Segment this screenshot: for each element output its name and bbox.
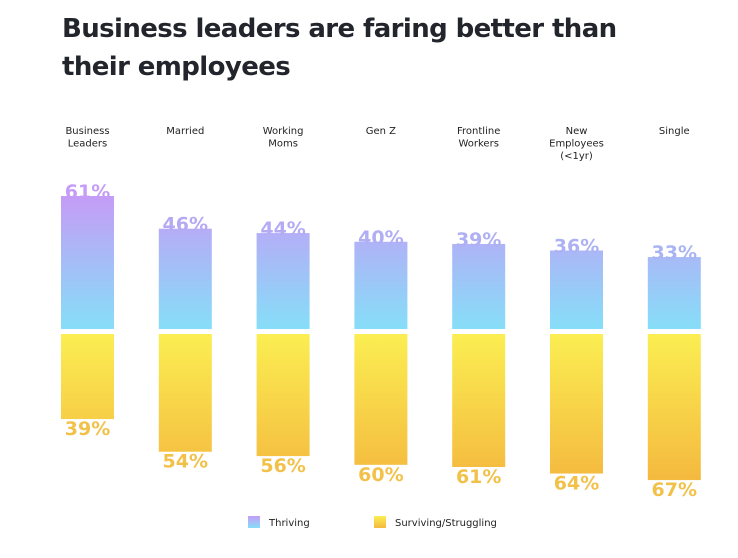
category-label-gen-z: Gen Z	[366, 126, 396, 137]
bar-thriving-new-employees-1yr	[550, 250, 603, 329]
value-label-surviving-new-employees-1yr: 64%	[554, 473, 599, 495]
value-label-thriving-married: 46%	[163, 214, 208, 236]
value-label-thriving-gen-z: 40%	[358, 227, 403, 249]
bar-surviving-gen-z	[354, 334, 408, 465]
bar-surviving-working-moms	[256, 334, 310, 457]
value-labels: 61% 39% 46% 54% 44% 56% 40% 60% 39% 61% 36% 64% 33% 6…	[65, 181, 697, 501]
bar-surviving-married	[158, 334, 212, 452]
value-label-thriving-working-moms: 44%	[260, 218, 305, 240]
value-label-thriving-business-leaders: 61%	[65, 181, 110, 203]
category-label-line: Employees	[549, 139, 604, 150]
category-label-line: Working	[263, 126, 304, 137]
value-label-thriving-new-employees-1yr: 36%	[554, 236, 599, 258]
category-label-line: (<1yr)	[560, 151, 593, 162]
category-label-working-moms: Working Moms	[263, 126, 304, 150]
bar-thriving-frontline-workers	[452, 243, 506, 329]
category-label-married: Married	[166, 126, 204, 137]
legend-swatch-thriving	[248, 516, 260, 528]
bar-thriving-single	[647, 257, 701, 329]
category-label-business-leaders: Business Leaders	[65, 126, 109, 150]
category-labels: Business Leaders Married Working Moms Gen Z Fr…	[65, 126, 689, 162]
value-label-surviving-married: 54%	[163, 451, 208, 473]
value-label-surviving-business-leaders: 39%	[65, 418, 110, 440]
bar-thriving-gen-z	[354, 241, 408, 329]
bar-surviving-frontline-workers	[452, 334, 506, 467]
category-label-new-employees-1yr: New Employees (<1yr)	[549, 126, 604, 162]
category-label-line: Frontline	[457, 126, 500, 137]
bar-thriving-business-leaders	[61, 196, 114, 329]
legend-swatch-surviving	[374, 516, 386, 528]
category-label-frontline-workers: Frontline Workers	[457, 126, 500, 150]
category-label-line: Workers	[458, 139, 498, 150]
bar-thriving-working-moms	[256, 233, 310, 329]
category-label-line: Married	[166, 126, 204, 137]
legend-label-thriving: Thriving	[268, 518, 310, 529]
bar-surviving-new-employees-1yr	[550, 334, 603, 474]
category-label-line: Moms	[268, 139, 298, 150]
category-label-line: Leaders	[68, 139, 108, 150]
category-label-line: Gen Z	[366, 126, 396, 137]
category-label-single: Single	[659, 126, 690, 137]
legend-label-surviving: Surviving/Struggling	[395, 518, 497, 529]
value-label-thriving-frontline-workers: 39%	[456, 229, 501, 251]
bar-thriving-married	[158, 228, 212, 329]
bars	[61, 196, 701, 481]
value-label-surviving-working-moms: 56%	[260, 455, 305, 477]
bar-surviving-business-leaders	[61, 334, 114, 420]
bar-surviving-single	[647, 334, 701, 481]
value-label-surviving-single: 67%	[652, 479, 697, 501]
value-label-surviving-gen-z: 60%	[358, 464, 403, 486]
legend: Thriving Surviving/Struggling	[248, 516, 497, 529]
category-label-line: New	[566, 126, 588, 137]
category-label-line: Single	[659, 126, 690, 137]
category-label-line: Business	[65, 126, 109, 137]
chart-title: Business leaders are faring better than …	[62, 14, 617, 82]
value-label-thriving-single: 33%	[652, 242, 697, 264]
value-label-surviving-frontline-workers: 61%	[456, 466, 501, 488]
